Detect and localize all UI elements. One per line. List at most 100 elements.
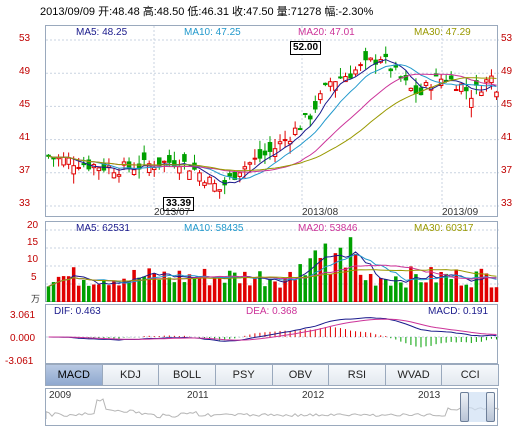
price-chart-panel[interactable]: MA5: 48.25 MA10: 47.25 MA20: 47.01 MA30:… bbox=[45, 25, 499, 218]
volume-chart-panel[interactable]: MA5: 62531 MA10: 58435 MA20: 53846 MA30:… bbox=[45, 221, 499, 302]
candle-body bbox=[207, 176, 212, 185]
volume-bar bbox=[197, 277, 202, 302]
volume-bar-chart bbox=[46, 229, 499, 302]
volume-bar bbox=[494, 287, 499, 302]
candle-body bbox=[217, 189, 222, 192]
price-ma30-label: MA30: 47.29 bbox=[414, 27, 471, 38]
volume-bar bbox=[122, 278, 126, 302]
macd-value-label: MACD: 0.191 bbox=[428, 306, 489, 317]
volume-bar bbox=[389, 285, 393, 302]
vol-ma30-label: MA30: 60317 bbox=[414, 223, 474, 234]
candle-body bbox=[313, 101, 318, 110]
nav-year-label: 2013 bbox=[418, 390, 441, 401]
candle-body bbox=[343, 76, 348, 83]
time-range-navigator[interactable]: 2009 2011 2012 2013 bbox=[45, 388, 499, 426]
volume-bar bbox=[66, 276, 71, 302]
candle-body bbox=[282, 139, 288, 142]
ma-line bbox=[48, 77, 497, 172]
candle-body bbox=[363, 51, 368, 61]
volume-bar bbox=[394, 276, 398, 302]
volume-bar bbox=[383, 279, 388, 302]
volume-bar bbox=[192, 278, 197, 302]
candle-body bbox=[494, 91, 499, 98]
candle-body bbox=[403, 74, 409, 81]
candle-body bbox=[232, 171, 238, 180]
indicator-tabs: MACD KDJ BOLL PSY OBV RSI WVAD CCI bbox=[45, 364, 499, 386]
candle-body bbox=[237, 172, 243, 177]
volume-bar bbox=[51, 282, 56, 302]
candle-body bbox=[297, 128, 303, 131]
volume-bar bbox=[71, 267, 76, 302]
price-y-tick-right: 53 bbox=[501, 33, 513, 44]
volume-bar bbox=[172, 282, 177, 302]
vol-ma20-label: MA20: 53846 bbox=[298, 223, 358, 234]
volume-bar bbox=[227, 270, 232, 302]
candle-body bbox=[197, 172, 202, 182]
candle-body bbox=[353, 69, 358, 75]
volume-bar bbox=[217, 278, 222, 302]
volume-bar bbox=[399, 282, 403, 302]
volume-bar bbox=[444, 273, 448, 302]
candle-body bbox=[61, 156, 66, 166]
volume-bar bbox=[419, 282, 423, 302]
volume-bar bbox=[474, 271, 479, 302]
tab-obv[interactable]: OBV bbox=[271, 364, 330, 386]
volume-bar bbox=[97, 284, 101, 302]
volume-bar bbox=[107, 285, 111, 302]
volume-bar bbox=[288, 271, 292, 302]
volume-bar bbox=[238, 283, 242, 302]
volume-bar bbox=[182, 282, 187, 302]
volume-bar bbox=[278, 287, 282, 302]
macd-y-tick: 0.000 bbox=[10, 333, 36, 344]
volume-bar bbox=[363, 280, 368, 302]
tab-wvad[interactable]: WVAD bbox=[384, 364, 443, 386]
tab-rsi[interactable]: RSI bbox=[328, 364, 386, 386]
tab-kdj[interactable]: KDJ bbox=[101, 364, 160, 386]
tab-cci[interactable]: CCI bbox=[441, 364, 499, 386]
volume-bar bbox=[76, 285, 81, 302]
candle-body bbox=[51, 157, 56, 160]
candle-body bbox=[448, 75, 454, 80]
volume-bar bbox=[258, 271, 262, 302]
candle-body bbox=[116, 174, 122, 177]
nav-right-handle[interactable] bbox=[486, 392, 495, 422]
tab-boll[interactable]: BOLL bbox=[158, 364, 216, 386]
volume-bar bbox=[283, 277, 287, 302]
price-ma20-label: MA20: 47.01 bbox=[298, 27, 355, 38]
candle-body bbox=[368, 57, 373, 61]
volume-bar bbox=[56, 276, 61, 302]
volume-bar bbox=[81, 279, 86, 302]
volume-bar bbox=[303, 275, 307, 302]
volume-bar bbox=[92, 284, 96, 302]
candle-body bbox=[458, 83, 464, 92]
candle-body bbox=[81, 163, 87, 166]
tab-psy[interactable]: PSY bbox=[214, 364, 273, 386]
volume-bar bbox=[338, 247, 343, 302]
macd-chart bbox=[46, 317, 499, 348]
candle-body bbox=[227, 173, 232, 177]
navigator-line bbox=[46, 398, 499, 419]
candle-body bbox=[131, 169, 137, 176]
vol-ma10-label: MA10: 58435 bbox=[184, 223, 244, 234]
tab-macd[interactable]: MACD bbox=[45, 364, 103, 386]
nav-left-handle[interactable] bbox=[460, 392, 469, 422]
macd-chart-panel[interactable]: DIF: 0.463 DEA: 0.368 MACD: 0.191 bbox=[45, 304, 499, 364]
candle-body bbox=[338, 76, 343, 79]
ma-line bbox=[48, 59, 497, 185]
volume-bar bbox=[46, 286, 51, 302]
candle-body bbox=[247, 162, 253, 165]
volume-bar bbox=[318, 257, 323, 302]
candle-body bbox=[328, 81, 333, 87]
volume-bar bbox=[469, 287, 474, 302]
volume-bar bbox=[202, 268, 207, 302]
candle-body bbox=[383, 53, 389, 58]
candle-body bbox=[202, 182, 207, 186]
macd-line bbox=[48, 317, 497, 342]
candle-body bbox=[111, 172, 117, 179]
volume-bar bbox=[87, 285, 91, 302]
candle-body bbox=[76, 166, 81, 169]
candle-body bbox=[182, 154, 187, 162]
price-y-tick-left: 33 bbox=[19, 198, 31, 209]
volume-bar bbox=[409, 266, 413, 302]
price-y-tick-left: 45 bbox=[19, 99, 31, 110]
